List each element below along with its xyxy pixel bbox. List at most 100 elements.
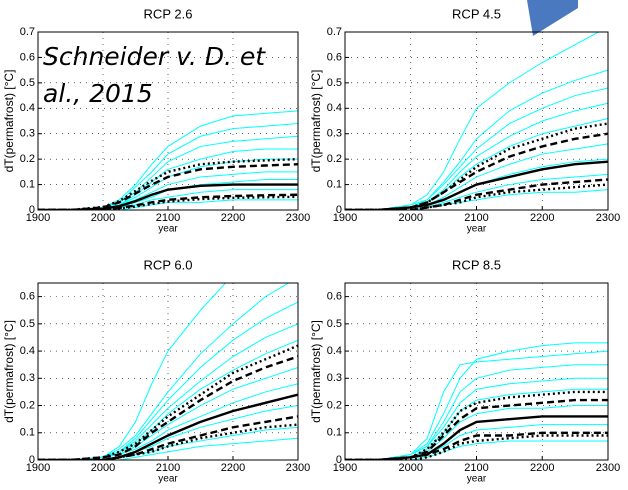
plot-area: 0 0.1 0.2 0.3 0.4 0.5 0.6 0.7 1900 2000 2100 2200 23… xyxy=(309,6,620,234)
y-tick-label: 0.5 xyxy=(20,318,35,330)
y-tick-label: 0.2 xyxy=(327,153,342,165)
series-line xyxy=(38,189,298,210)
decoration xyxy=(527,0,578,36)
y-tick-label: 0.3 xyxy=(20,128,35,140)
y-tick-label: 0.1 xyxy=(20,427,35,439)
series-line xyxy=(345,122,608,210)
series-line xyxy=(345,183,608,210)
x-tick-label: 2000 xyxy=(399,212,423,224)
series-line xyxy=(345,173,608,210)
y-tick-label: 0.5 xyxy=(20,77,35,89)
y-tick-label: 0.6 xyxy=(20,291,35,303)
y-tick-label: 0.6 xyxy=(327,51,342,63)
chart-title: RCP 2.6 xyxy=(144,6,193,21)
series-line xyxy=(38,393,298,460)
series-line xyxy=(38,405,298,460)
axes-box xyxy=(37,31,299,211)
x-tick-label: 2200 xyxy=(530,462,554,474)
series-line xyxy=(345,434,608,460)
x-tick-label: 2100 xyxy=(156,462,180,474)
y-tick-label: 0.2 xyxy=(20,399,35,411)
series-line xyxy=(345,178,608,210)
y-tick-label: 0.4 xyxy=(20,102,35,114)
x-tick-label: 1900 xyxy=(26,462,50,474)
y-tick-label: 0.6 xyxy=(20,51,35,63)
x-tick-label: 2000 xyxy=(91,212,115,224)
series-line xyxy=(38,193,298,210)
chart-title: RCP 4.5 xyxy=(452,6,501,21)
series-line xyxy=(345,440,608,460)
x-tick-label: 2200 xyxy=(221,212,245,224)
series-line xyxy=(38,171,298,210)
x-tick-label: 2000 xyxy=(91,462,115,474)
x-tick-label: 2200 xyxy=(530,212,554,224)
x-tick-label: 2000 xyxy=(399,462,423,474)
x-axis-label: year xyxy=(158,224,178,235)
y-axis-label: dT(permafrost) [°C] xyxy=(2,70,16,173)
chart-title: RCP 6.0 xyxy=(144,257,193,272)
y-tick-label: 0.5 xyxy=(327,77,342,89)
y-tick-label: 0.6 xyxy=(327,291,342,303)
series-line xyxy=(38,135,298,210)
x-tick-label: 2100 xyxy=(464,212,488,224)
y-tick-label: 0.4 xyxy=(20,345,35,357)
x-axis-label: year xyxy=(158,474,178,485)
series-line xyxy=(38,157,298,210)
x-tick-label: 2100 xyxy=(464,462,488,474)
y-tick-label: 0.1 xyxy=(327,178,342,190)
axes-box xyxy=(344,282,609,461)
x-tick-label: 2300 xyxy=(286,462,310,474)
series-line xyxy=(345,431,608,460)
y-tick-label: 0.4 xyxy=(327,102,342,114)
series-line xyxy=(345,415,608,460)
series-line xyxy=(345,398,608,460)
series-line xyxy=(38,195,298,210)
series-line xyxy=(345,424,608,460)
axes-box xyxy=(344,31,609,211)
y-tick-label: 0.3 xyxy=(20,372,35,384)
series-line xyxy=(345,132,608,210)
x-tick-label: 2300 xyxy=(596,462,620,474)
x-tick-label: 1900 xyxy=(333,462,357,474)
series-line xyxy=(38,178,298,210)
series-line xyxy=(38,383,298,460)
y-tick-label: 0.7 xyxy=(327,26,342,38)
series-line xyxy=(38,344,298,460)
series-group xyxy=(38,110,298,210)
y-tick-label: 0 xyxy=(336,204,342,216)
series-line xyxy=(38,437,298,460)
y-axis-label: dT(permafrost) [°C] xyxy=(309,70,323,173)
series-line xyxy=(38,163,298,210)
series-line xyxy=(38,283,290,460)
y-tick-label: 0 xyxy=(29,204,35,216)
y-tick-label: 0.5 xyxy=(327,318,342,330)
x-tick-label: 2100 xyxy=(156,212,180,224)
series-line xyxy=(345,342,608,460)
x-tick-label: 2200 xyxy=(221,462,245,474)
y-tick-label: 0.7 xyxy=(20,26,35,38)
y-tick-label: 0 xyxy=(336,454,342,466)
x-axis-label: year xyxy=(467,474,487,485)
series-line xyxy=(345,69,608,210)
plot-area: 0 0.1 0.2 0.3 0.4 0.5 0.6 0.7 1900 2000 2100 2200 23… xyxy=(2,6,310,234)
plot-area: 0 0.1 0.2 0.3 0.4 0.5 0.6 1900 2000 2100 2200 2300 R… xyxy=(309,257,620,484)
series-line xyxy=(38,415,298,460)
y-tick-label: 0.1 xyxy=(20,178,35,190)
chart-title: RCP 8.5 xyxy=(452,257,501,272)
y-tick-label: 0.2 xyxy=(327,399,342,411)
x-tick-label: 1900 xyxy=(333,212,357,224)
series-line xyxy=(345,377,608,460)
series-line xyxy=(345,390,608,460)
y-tick-label: 0.2 xyxy=(20,153,35,165)
series-line xyxy=(38,199,298,210)
x-axis-label: year xyxy=(467,224,487,235)
y-tick-label: 0 xyxy=(29,454,35,466)
y-tick-label: 0.3 xyxy=(327,128,342,140)
x-tick-label: 2300 xyxy=(286,212,310,224)
y-tick-label: 0.4 xyxy=(327,345,342,357)
annotation: al., 2015 xyxy=(43,79,153,108)
series-group xyxy=(345,32,608,210)
series-group xyxy=(38,283,298,460)
series-group xyxy=(345,342,608,460)
